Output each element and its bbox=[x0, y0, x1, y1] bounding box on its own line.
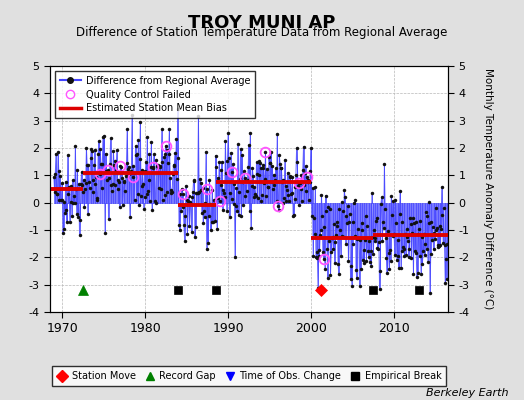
Text: TROY MUNI AP: TROY MUNI AP bbox=[188, 14, 336, 32]
Legend: Station Move, Record Gap, Time of Obs. Change, Empirical Break: Station Move, Record Gap, Time of Obs. C… bbox=[52, 366, 446, 386]
Text: Berkeley Earth: Berkeley Earth bbox=[426, 388, 508, 398]
Y-axis label: Monthly Temperature Anomaly Difference (°C): Monthly Temperature Anomaly Difference (… bbox=[484, 68, 494, 310]
Text: Difference of Station Temperature Data from Regional Average: Difference of Station Temperature Data f… bbox=[77, 26, 447, 39]
